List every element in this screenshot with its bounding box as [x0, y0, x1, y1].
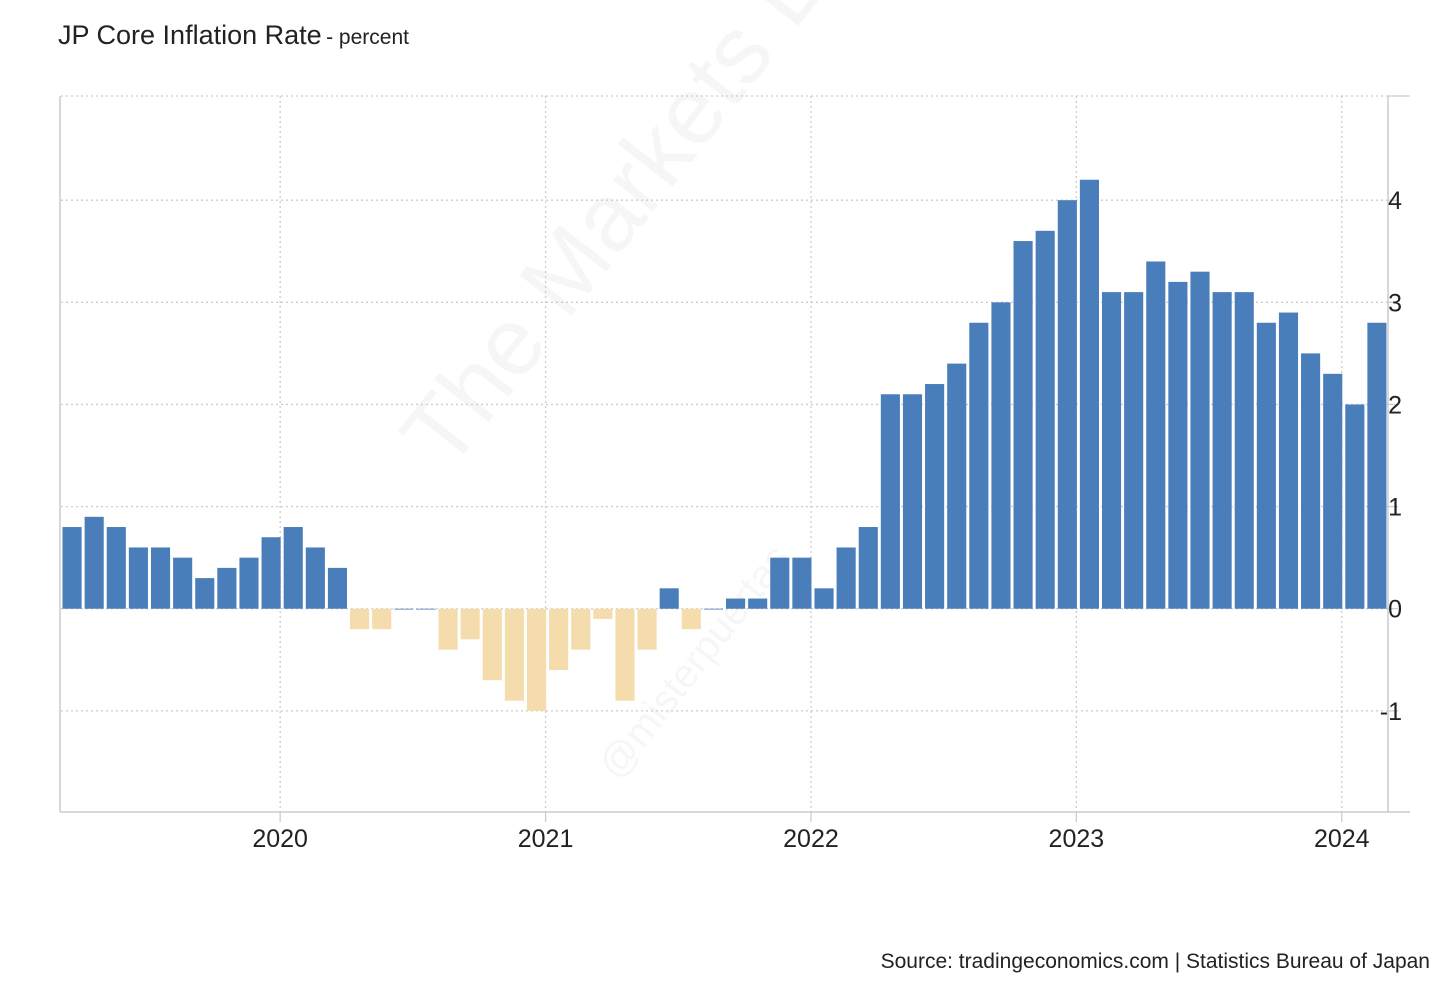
bar: [969, 322, 989, 609]
x-tick-label: 2023: [1049, 825, 1105, 853]
axis-layer: [59, 95, 1410, 822]
chart-title-text: JP Core Inflation Rate: [58, 20, 322, 50]
x-tick-label: 2024: [1314, 825, 1370, 853]
y-tick-label: 4: [1388, 187, 1402, 215]
bar: [482, 608, 502, 681]
bar: [1278, 312, 1299, 609]
bar-layer: [62, 179, 1387, 711]
bar: [438, 608, 458, 650]
bar: [1367, 322, 1387, 609]
bar: [195, 578, 215, 609]
bar: [62, 527, 82, 609]
bar: [681, 608, 701, 630]
bar: [526, 608, 547, 711]
bar: [593, 608, 613, 619]
y-tick-label: 0: [1388, 596, 1402, 624]
bar: [748, 598, 768, 609]
bar: [150, 547, 171, 609]
grid-layer: [61, 95, 1388, 812]
bar: [1301, 353, 1321, 609]
bar: [1124, 292, 1144, 609]
chart-subtitle: - percent: [326, 26, 409, 49]
bar: [1146, 261, 1166, 609]
bar: [1323, 373, 1343, 609]
bar: [726, 598, 746, 609]
bar: [792, 557, 812, 609]
bar: [1190, 271, 1210, 609]
bar: [416, 608, 436, 610]
chart-title: JP Core Inflation Rate - percent: [58, 20, 409, 51]
bar: [902, 394, 923, 609]
bar: [84, 516, 104, 609]
bar: [1013, 241, 1033, 609]
bar: [858, 527, 878, 609]
bar: [637, 608, 657, 650]
bar: [947, 363, 967, 609]
bar: [659, 588, 679, 609]
source-note: Source: tradingeconomics.com | Statistic…: [880, 950, 1430, 973]
bar: [460, 608, 480, 640]
x-tick-label: 2021: [518, 825, 574, 853]
bar: [1079, 179, 1099, 609]
bar: [128, 547, 148, 609]
bar: [814, 588, 834, 609]
x-tick-label: 2022: [783, 825, 839, 853]
bar: [283, 527, 303, 609]
bar: [1057, 200, 1077, 609]
bar: [1234, 292, 1254, 609]
y-tick-label: -1: [1380, 698, 1402, 726]
bar: [925, 384, 945, 609]
bar: [991, 302, 1011, 609]
bar: [327, 567, 348, 609]
bar: [770, 557, 790, 609]
bar: [239, 557, 259, 609]
bar: [106, 527, 126, 609]
label-layer: -1 0 1 2 3 4 2020 2021 2022 2023 2024: [252, 187, 1402, 853]
y-tick-label: 1: [1388, 494, 1402, 522]
bar: [305, 547, 325, 609]
bar: [836, 547, 856, 609]
bar: [261, 537, 281, 609]
bar: [1168, 281, 1188, 609]
bar: [1101, 292, 1122, 609]
x-tick-label: 2020: [252, 825, 308, 853]
bar: [394, 608, 414, 610]
bar: [1035, 230, 1055, 609]
bar: [372, 608, 392, 630]
y-tick-label: 2: [1388, 391, 1402, 419]
bar: [350, 608, 370, 630]
y-tick-label: 3: [1388, 289, 1402, 317]
bar: [703, 608, 723, 610]
bar: [504, 608, 524, 701]
bar: [615, 608, 635, 701]
bar: [549, 608, 569, 671]
bar: [1345, 404, 1365, 609]
bar: [880, 394, 900, 609]
bar: [571, 608, 591, 650]
bar: [1256, 322, 1276, 609]
bar: [1212, 292, 1232, 609]
bar: [173, 557, 193, 609]
bar: [217, 567, 237, 609]
